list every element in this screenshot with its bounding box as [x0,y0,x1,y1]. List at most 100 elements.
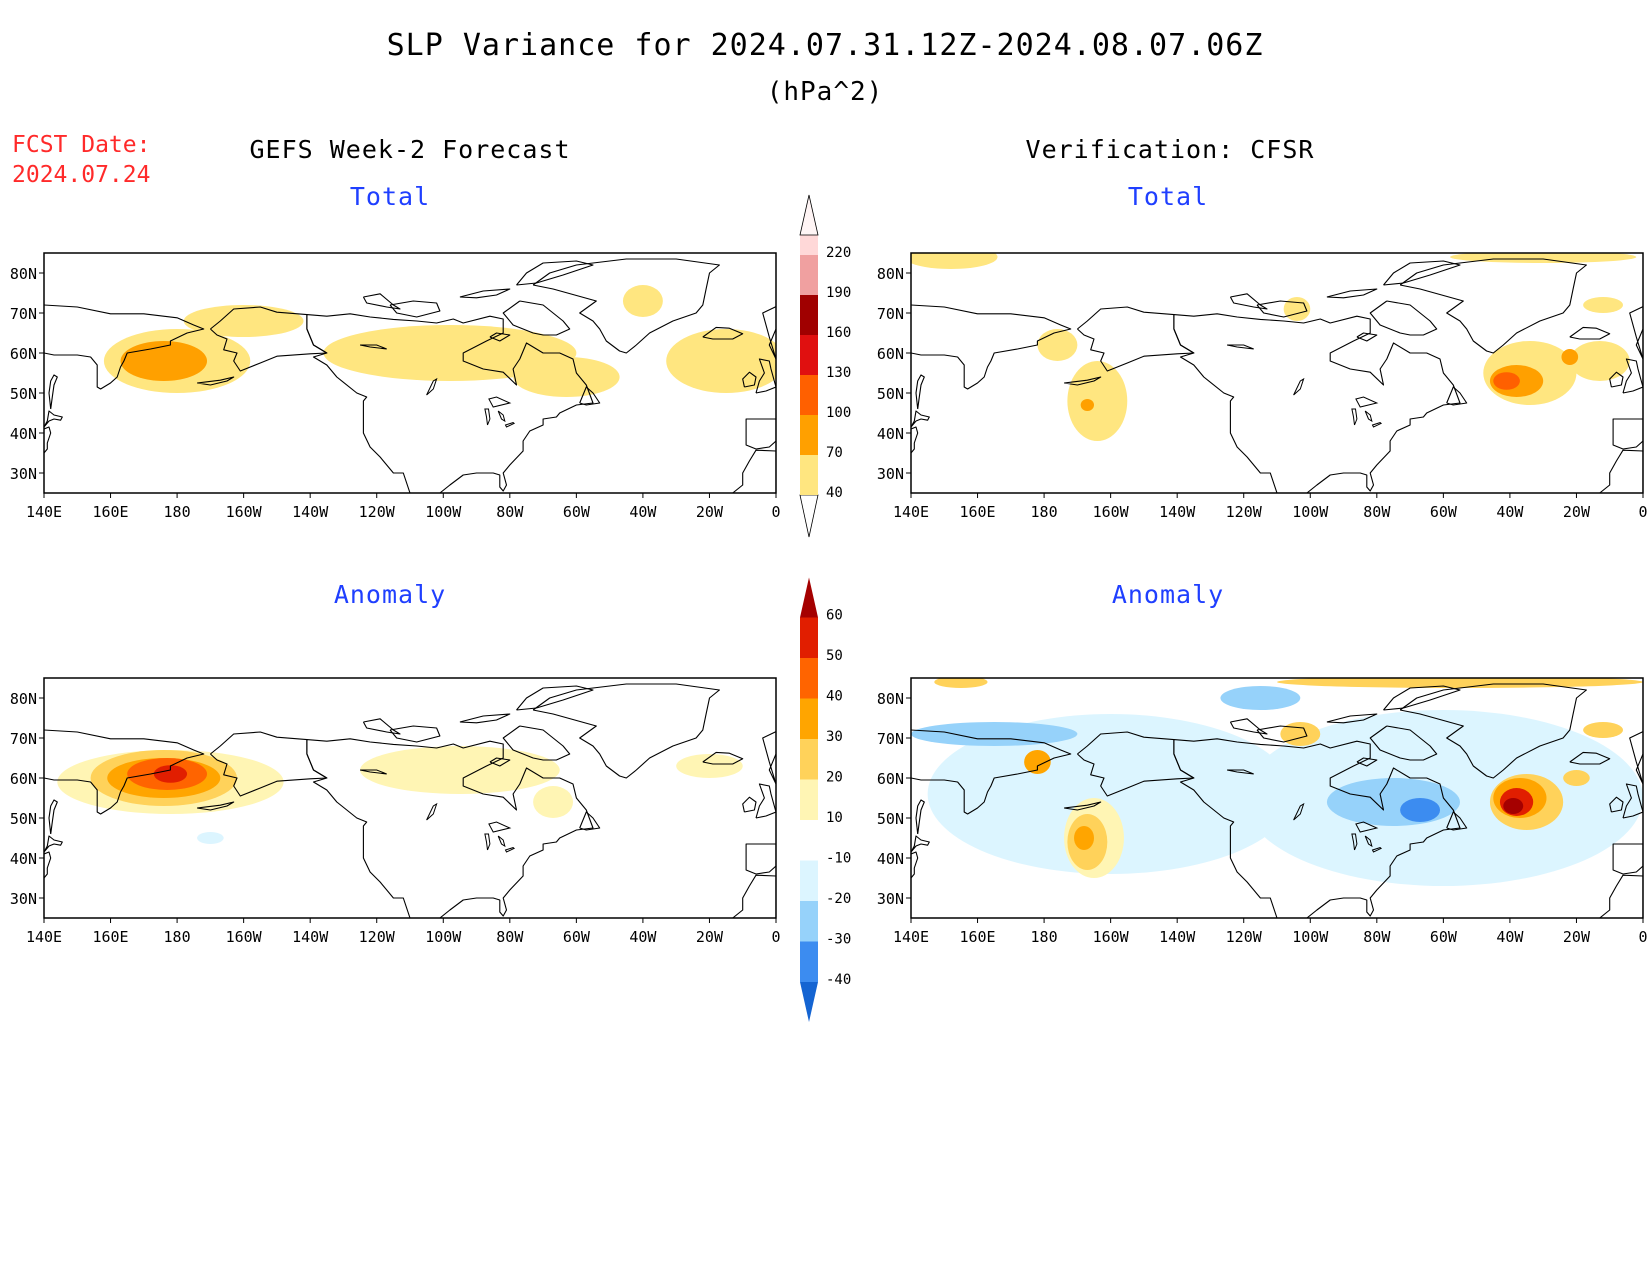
colorbar-label: 50 [826,648,843,664]
lon-tick-label: 140E [26,928,62,946]
panel-title-bottom-left: Anomaly [333,580,447,609]
shaded-contour-region [360,746,560,794]
fcst-date-label: FCST Date: [12,132,151,158]
lon-tick-label: 60W [1430,928,1458,946]
colorbar-segment [800,860,818,901]
coastline [1612,843,1643,875]
lat-tick-label: 30N [10,890,37,908]
coastline [1622,358,1643,394]
lat-tick-label: 50N [10,385,37,403]
lake-outline [1364,835,1373,848]
coastline [489,332,511,342]
colorbar-label: 160 [826,325,851,341]
panel-title-top-right: Total [1127,182,1209,211]
shaded-contour-region [120,341,208,381]
lon-tick-label: 80W [1363,503,1391,521]
coastline [1399,683,1587,779]
shaded-contour-region [1583,297,1624,313]
lon-tick-label: 160E [92,503,128,521]
shaded-contour-region [622,285,663,317]
coastline [1609,371,1624,388]
lon-tick-label: 40W [629,503,657,521]
lake-outline [360,769,387,775]
lake-outline [426,377,438,396]
coastline [1609,796,1624,813]
coastline [48,374,58,410]
lake-outline [1227,344,1254,350]
lon-tick-label: 140E [26,503,62,521]
lon-tick-label: 180 [164,928,191,946]
coastline [579,386,601,406]
lon-tick-label: 60W [563,503,591,521]
shaded-contour-region [1037,329,1078,361]
lat-tick-label: 70N [877,305,904,323]
lon-tick-label: 120W [1226,928,1263,946]
lake-outline [426,802,438,821]
lon-tick-label: 140W [1159,928,1196,946]
coastline [755,783,776,819]
colorbar-label: 20 [826,770,843,786]
coastline [306,313,594,493]
coastline [48,799,58,835]
lon-tick-label: 20W [696,928,724,946]
coastline [459,288,511,299]
colorbar-label: 60 [826,608,843,624]
colorbar-segment [800,235,818,255]
coastline [362,718,401,735]
shaded-contour-region [1503,798,1524,814]
lon-tick-label: 40W [1496,503,1524,521]
lake-outline [1355,821,1379,833]
coastline [1256,300,1308,318]
coastline [1569,326,1611,340]
lon-tick-label: 0 [1638,928,1647,946]
coastline [389,300,441,318]
coastline [915,374,925,410]
shaded-contour-region [513,357,620,397]
coastline [532,258,720,354]
coastline [911,410,930,428]
lake-outline [360,344,387,350]
panel-title-bottom-right: Anomaly [1111,580,1225,609]
shaded-contour-region [911,722,1078,746]
lon-tick-label: 140E [893,928,929,946]
coastline [911,729,1072,815]
shaded-contour-region [1024,750,1051,774]
panel-title-top-left: Total [349,182,431,211]
coastline [197,801,235,811]
colorbar-segment [799,494,819,538]
colorbar-label: 40 [826,689,843,705]
lake-outline [484,833,491,851]
coastline [1256,725,1308,743]
lake-outline [1351,833,1358,851]
coastline [44,729,205,815]
coastline [1356,332,1378,342]
lon-tick-label: 180 [1031,928,1058,946]
shaded-contour-region [183,305,304,337]
lat-tick-label: 40N [10,850,37,868]
lat-tick-label: 70N [10,730,37,748]
lon-tick-label: 40W [629,928,657,946]
coastline [1173,738,1461,918]
lat-tick-label: 40N [877,850,904,868]
colorbar-segment [800,455,818,495]
lake-outline [1364,410,1373,423]
coastline [915,799,925,835]
coastline [502,725,571,761]
map-panel-top_right: 80N 70N 60N 50N 40N 30N 140E 160E 180 160W 140W 120… [877,252,1648,521]
coastline [44,410,63,428]
lake-outline [1355,396,1379,408]
shaded-contour-region [1220,686,1301,710]
page-title: SLP Variance for 2024.07.31.12Z-2024.08.… [386,28,1264,63]
shaded-contour-region [676,754,743,778]
coastline [1383,685,1461,711]
coastline [1383,260,1461,286]
lon-tick-label: 100W [425,928,462,946]
colorbar-segment [800,577,818,618]
coastline [532,683,720,779]
coastline [579,811,601,831]
lon-tick-label: 120W [359,928,396,946]
colorbar-segment [800,739,818,780]
shaded-contour-region [533,786,574,818]
lat-tick-label: 40N [10,425,37,443]
shaded-contour-region [1450,253,1637,263]
